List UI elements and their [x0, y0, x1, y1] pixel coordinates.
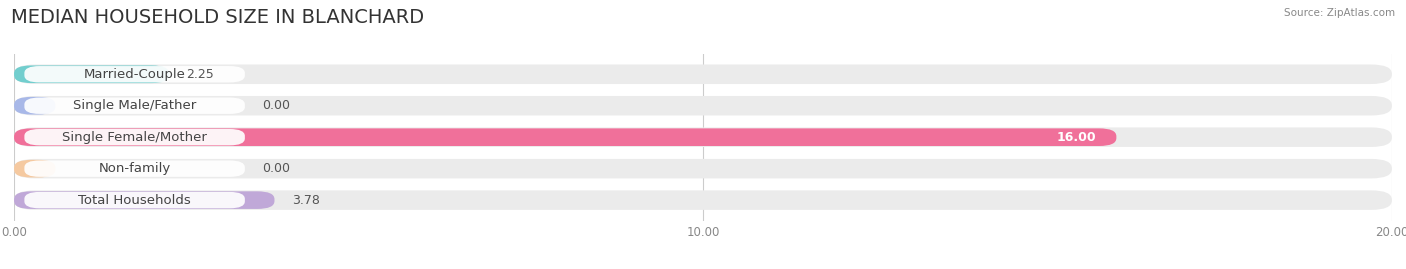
Text: Non-family: Non-family [98, 162, 170, 175]
FancyBboxPatch shape [24, 192, 245, 208]
Text: MEDIAN HOUSEHOLD SIZE IN BLANCHARD: MEDIAN HOUSEHOLD SIZE IN BLANCHARD [11, 8, 425, 27]
FancyBboxPatch shape [14, 96, 1392, 115]
Text: 3.78: 3.78 [291, 194, 319, 207]
FancyBboxPatch shape [14, 191, 274, 209]
Text: 0.00: 0.00 [262, 162, 290, 175]
FancyBboxPatch shape [24, 66, 245, 82]
FancyBboxPatch shape [14, 159, 1392, 178]
FancyBboxPatch shape [14, 160, 55, 178]
FancyBboxPatch shape [14, 65, 169, 83]
FancyBboxPatch shape [24, 129, 245, 145]
Text: Total Households: Total Households [79, 194, 191, 207]
FancyBboxPatch shape [14, 128, 1116, 146]
Text: Source: ZipAtlas.com: Source: ZipAtlas.com [1284, 8, 1395, 18]
FancyBboxPatch shape [14, 97, 55, 115]
Text: Single Female/Mother: Single Female/Mother [62, 131, 207, 144]
Text: 16.00: 16.00 [1056, 131, 1095, 144]
Text: Married-Couple: Married-Couple [84, 68, 186, 81]
Text: 0.00: 0.00 [262, 99, 290, 112]
FancyBboxPatch shape [24, 98, 245, 114]
FancyBboxPatch shape [14, 190, 1392, 210]
Text: Single Male/Father: Single Male/Father [73, 99, 197, 112]
FancyBboxPatch shape [24, 161, 245, 177]
FancyBboxPatch shape [14, 128, 1392, 147]
FancyBboxPatch shape [14, 65, 1392, 84]
Text: 2.25: 2.25 [186, 68, 214, 81]
